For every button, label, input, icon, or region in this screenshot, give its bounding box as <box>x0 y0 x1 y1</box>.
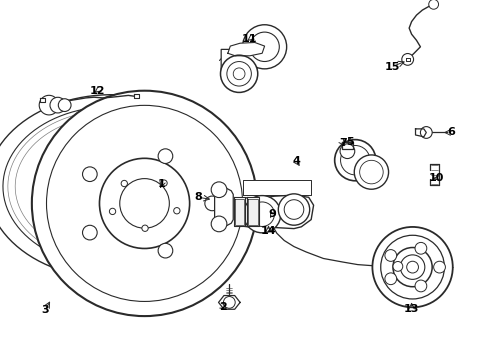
Circle shape <box>50 97 66 113</box>
Polygon shape <box>40 98 45 102</box>
Circle shape <box>341 145 370 175</box>
Circle shape <box>372 227 453 307</box>
Circle shape <box>250 202 274 226</box>
Circle shape <box>400 255 425 279</box>
Circle shape <box>82 225 97 240</box>
FancyBboxPatch shape <box>221 49 257 76</box>
Circle shape <box>360 160 383 184</box>
Circle shape <box>82 167 97 181</box>
Circle shape <box>278 194 310 225</box>
Circle shape <box>39 95 59 115</box>
Polygon shape <box>247 197 259 226</box>
Circle shape <box>99 158 190 248</box>
Circle shape <box>158 243 173 258</box>
Circle shape <box>211 216 227 232</box>
Polygon shape <box>219 296 240 309</box>
Polygon shape <box>243 180 311 195</box>
Circle shape <box>233 68 245 80</box>
Circle shape <box>284 200 304 219</box>
Circle shape <box>340 144 355 158</box>
Circle shape <box>211 182 227 198</box>
Text: 5: 5 <box>346 137 354 147</box>
Circle shape <box>434 261 445 273</box>
Text: 15: 15 <box>384 62 400 72</box>
Text: 11: 11 <box>242 34 258 44</box>
Circle shape <box>243 25 287 69</box>
Text: 9: 9 <box>268 209 276 219</box>
Polygon shape <box>248 199 258 225</box>
Circle shape <box>335 140 376 181</box>
Circle shape <box>121 180 127 187</box>
Circle shape <box>393 248 432 287</box>
Circle shape <box>402 54 414 65</box>
Text: 13: 13 <box>404 304 419 314</box>
Text: 7: 7 <box>339 138 347 148</box>
Circle shape <box>223 297 235 308</box>
Polygon shape <box>215 185 233 229</box>
Polygon shape <box>235 199 244 225</box>
Circle shape <box>385 273 397 285</box>
Circle shape <box>393 261 403 271</box>
Circle shape <box>173 208 180 214</box>
Polygon shape <box>228 42 265 56</box>
Circle shape <box>415 280 427 292</box>
Circle shape <box>161 180 167 186</box>
Circle shape <box>407 261 418 273</box>
Circle shape <box>109 208 116 215</box>
Text: 8: 8 <box>195 192 202 202</box>
Circle shape <box>250 32 279 62</box>
Circle shape <box>381 235 444 299</box>
Circle shape <box>264 197 273 207</box>
Polygon shape <box>134 94 139 98</box>
Circle shape <box>47 105 243 301</box>
Text: 4: 4 <box>293 156 300 166</box>
Circle shape <box>429 0 439 9</box>
Circle shape <box>227 62 251 86</box>
Circle shape <box>244 195 281 233</box>
Circle shape <box>32 91 257 316</box>
Circle shape <box>158 149 173 163</box>
Polygon shape <box>406 58 410 61</box>
Polygon shape <box>234 197 245 226</box>
Circle shape <box>420 127 432 138</box>
Circle shape <box>220 55 258 93</box>
Circle shape <box>142 225 148 231</box>
Text: 1: 1 <box>158 179 166 189</box>
Polygon shape <box>342 142 353 149</box>
Text: 3: 3 <box>41 305 49 315</box>
Text: 2: 2 <box>219 302 227 312</box>
Circle shape <box>58 99 71 112</box>
Text: 12: 12 <box>89 86 105 96</box>
Text: 14: 14 <box>261 226 276 236</box>
Text: 6: 6 <box>447 127 455 138</box>
Circle shape <box>415 242 427 254</box>
Circle shape <box>385 249 397 261</box>
Polygon shape <box>240 195 314 229</box>
Circle shape <box>205 196 220 211</box>
Polygon shape <box>416 129 426 137</box>
Circle shape <box>354 155 389 189</box>
Text: 10: 10 <box>428 173 444 183</box>
Circle shape <box>120 179 170 228</box>
